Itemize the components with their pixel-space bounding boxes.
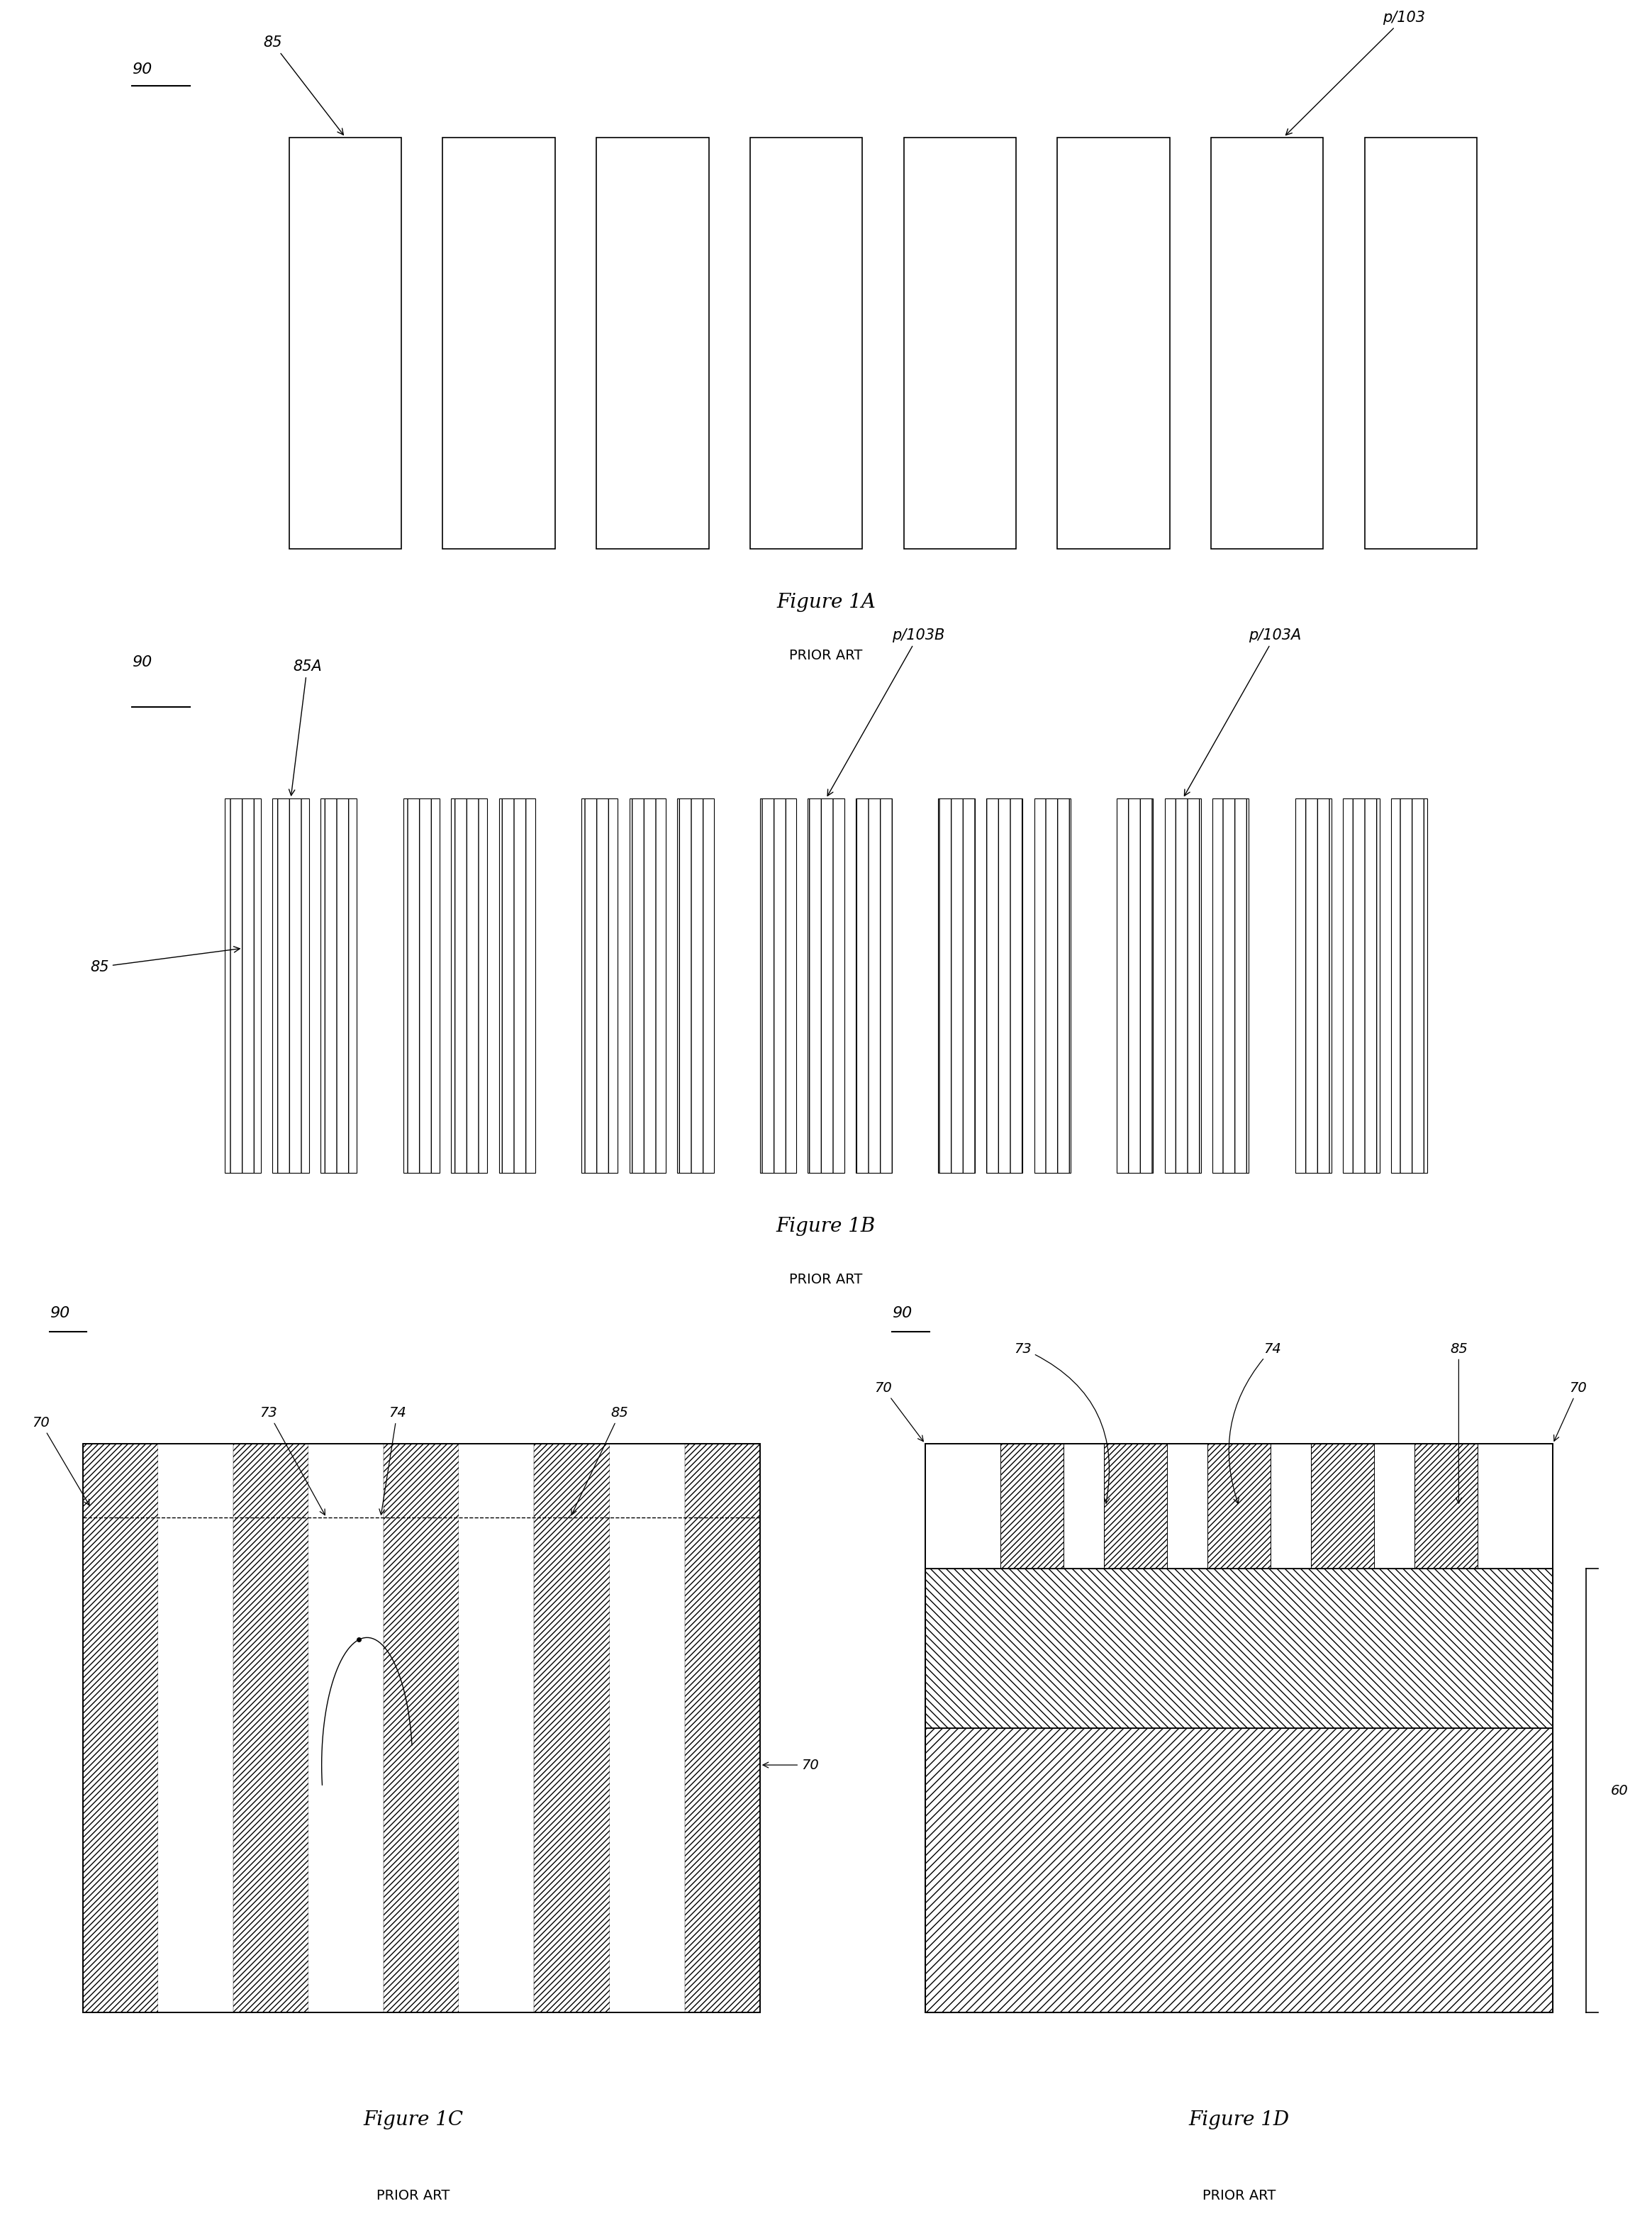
Bar: [1057, 138, 1170, 548]
Bar: [1034, 798, 1070, 1172]
Bar: [1295, 798, 1332, 1172]
Bar: [1391, 798, 1427, 1172]
Bar: [1104, 1444, 1166, 1569]
Bar: [1165, 798, 1201, 1172]
Bar: [1343, 798, 1379, 1172]
Bar: [808, 798, 844, 1172]
Bar: [451, 798, 487, 1172]
Bar: [1365, 138, 1477, 548]
Text: 73: 73: [1014, 1341, 1110, 1504]
Text: 85: 85: [1450, 1341, 1467, 1504]
Bar: [684, 1444, 760, 2012]
Bar: [750, 138, 862, 548]
Bar: [760, 798, 796, 1172]
Bar: [1414, 1444, 1477, 1569]
Bar: [83, 1444, 159, 2012]
Text: 70: 70: [763, 1758, 819, 1771]
Bar: [273, 798, 309, 1172]
Text: 74: 74: [1229, 1341, 1280, 1504]
Text: PRIOR ART: PRIOR ART: [1203, 2188, 1275, 2201]
Text: 85: 85: [572, 1406, 629, 1515]
Bar: [925, 1444, 1553, 2012]
Bar: [289, 138, 401, 548]
Text: 70: 70: [31, 1417, 89, 1506]
Bar: [320, 798, 357, 1172]
Bar: [83, 1444, 760, 2012]
Bar: [677, 798, 714, 1172]
Bar: [383, 1444, 459, 2012]
Text: 90: 90: [132, 62, 152, 76]
Text: PRIOR ART: PRIOR ART: [790, 648, 862, 662]
Text: Figure 1B: Figure 1B: [776, 1216, 876, 1237]
Text: 70: 70: [1555, 1381, 1588, 1442]
Bar: [938, 798, 975, 1172]
Bar: [629, 798, 666, 1172]
Bar: [925, 1729, 1553, 2012]
Bar: [596, 138, 709, 548]
Text: Figure 1D: Figure 1D: [1189, 2110, 1289, 2130]
Bar: [309, 1444, 383, 2012]
Text: 85: 85: [263, 36, 344, 136]
Bar: [1117, 798, 1153, 1172]
Bar: [582, 798, 618, 1172]
Bar: [856, 798, 892, 1172]
Text: p/103A: p/103A: [1184, 628, 1302, 795]
Bar: [459, 1444, 534, 2012]
Text: 85A: 85A: [289, 659, 322, 795]
Text: 90: 90: [50, 1306, 69, 1321]
Bar: [233, 1444, 309, 2012]
Text: PRIOR ART: PRIOR ART: [790, 1272, 862, 1286]
Text: Figure 1C: Figure 1C: [363, 2110, 463, 2130]
Text: 70: 70: [874, 1381, 923, 1442]
Bar: [534, 1444, 610, 2012]
Bar: [1208, 1444, 1270, 1569]
Text: PRIOR ART: PRIOR ART: [377, 2188, 449, 2201]
Bar: [403, 798, 439, 1172]
Bar: [443, 138, 555, 548]
Text: 74: 74: [380, 1406, 406, 1515]
Bar: [83, 1444, 760, 2012]
Text: 90: 90: [132, 655, 152, 668]
Text: 60: 60: [1611, 1785, 1629, 1798]
Bar: [925, 1569, 1553, 1729]
Bar: [610, 1444, 684, 2012]
Bar: [225, 798, 261, 1172]
Bar: [1211, 138, 1323, 548]
Bar: [986, 798, 1023, 1172]
Bar: [1001, 1444, 1064, 1569]
Bar: [1213, 798, 1249, 1172]
Bar: [499, 798, 535, 1172]
Text: p/103: p/103: [1285, 11, 1426, 136]
Text: 85: 85: [91, 947, 240, 974]
Text: 90: 90: [892, 1306, 912, 1321]
Text: p/103B: p/103B: [828, 628, 945, 795]
Bar: [159, 1444, 233, 2012]
Text: 73: 73: [259, 1406, 325, 1515]
Text: Figure 1A: Figure 1A: [776, 593, 876, 613]
Bar: [904, 138, 1016, 548]
Bar: [1312, 1444, 1374, 1569]
